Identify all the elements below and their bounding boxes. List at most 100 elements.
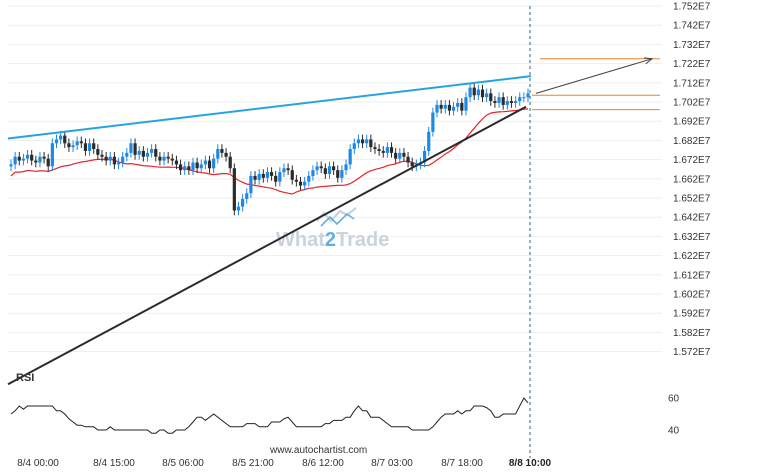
candle: [282, 163, 286, 177]
candle-body: [34, 160, 38, 163]
candle-body: [212, 158, 216, 169]
candle-body: [96, 149, 100, 155]
candle-body: [129, 143, 133, 153]
candle: [9, 159, 13, 172]
candle-body: [286, 168, 290, 171]
candle: [141, 146, 145, 162]
candle-body: [104, 156, 108, 161]
candle-body: [108, 156, 112, 161]
candle: [116, 157, 121, 170]
candle: [265, 167, 270, 183]
candle-body: [59, 135, 63, 140]
candle: [178, 159, 183, 175]
rsi-panel: 60 40: [10, 394, 680, 437]
candle: [133, 138, 137, 160]
candle-body: [323, 168, 327, 174]
candle: [21, 153, 26, 166]
candle-body: [402, 152, 406, 157]
candle-body: [410, 162, 414, 167]
candle: [278, 167, 282, 187]
candle-body: [261, 174, 265, 178]
candle-body: [497, 97, 501, 103]
price-tick-label: 1.652E7: [673, 194, 711, 205]
candle-body: [92, 143, 96, 150]
candle: [286, 163, 290, 175]
candle: [476, 84, 480, 101]
candle-body: [485, 93, 489, 98]
candle: [38, 151, 42, 168]
candle-body: [509, 101, 514, 103]
candle: [104, 151, 108, 166]
candle-body: [137, 150, 141, 155]
candle-body: [282, 168, 286, 173]
candle-body: [75, 141, 79, 146]
candle: [327, 161, 332, 179]
candle-body: [79, 141, 83, 144]
candle-body: [150, 149, 154, 153]
rsi-tick-label: 40: [668, 426, 680, 437]
candle: [480, 84, 485, 102]
candle-body: [245, 193, 249, 199]
candle-body: [480, 89, 485, 98]
candle: [389, 142, 394, 158]
candle-body: [501, 97, 505, 105]
candle: [526, 88, 530, 102]
candle: [348, 144, 352, 170]
candle: [42, 151, 46, 164]
candle: [485, 88, 489, 102]
candle: [228, 151, 232, 174]
candle: [30, 150, 34, 166]
price-tick-label: 1.672E7: [673, 155, 711, 166]
candle: [87, 138, 92, 156]
candle: [365, 134, 369, 149]
candle-body: [290, 170, 294, 180]
candle-body: [513, 101, 518, 103]
candle: [423, 146, 427, 168]
candle: [307, 171, 311, 187]
candle-body: [269, 172, 274, 176]
candle: [336, 165, 340, 183]
candle: [249, 171, 253, 198]
candle: [501, 92, 505, 110]
candle: [232, 163, 236, 216]
candle-body: [385, 147, 389, 153]
candle: [427, 126, 431, 156]
candle: [96, 144, 100, 160]
candle: [257, 169, 261, 185]
candle: [170, 153, 174, 166]
candle: [34, 155, 38, 168]
candle: [166, 151, 170, 164]
candle-body: [112, 156, 116, 165]
candle: [83, 138, 88, 156]
candle-body: [439, 104, 443, 109]
candle-body: [398, 152, 402, 159]
candle-body: [365, 139, 369, 144]
candle: [298, 176, 303, 191]
resistance-trendline: [7, 75, 532, 140]
candle-body: [464, 97, 468, 111]
candle-body: [336, 170, 340, 178]
candle-body: [352, 143, 356, 150]
candle-body: [158, 156, 162, 161]
price-tick-label: 1.582E7: [673, 328, 711, 339]
candle-body: [21, 158, 26, 161]
price-tick-label: 1.632E7: [673, 232, 711, 243]
candle: [290, 165, 294, 185]
candle-body: [394, 152, 398, 159]
candle-body: [17, 156, 21, 161]
candle-body: [174, 160, 179, 165]
candle-body: [207, 160, 212, 169]
candle-body: [472, 87, 476, 96]
candle: [303, 176, 307, 191]
candle: [360, 134, 365, 149]
candle-body: [249, 175, 253, 194]
candle-body: [265, 172, 270, 178]
candle: [522, 92, 526, 102]
candle-body: [381, 150, 385, 153]
candle-body: [195, 162, 199, 169]
candle-body: [121, 156, 125, 163]
candle: [195, 157, 199, 174]
candle-body: [451, 106, 456, 111]
candle-body: [406, 156, 410, 163]
price-tick-label: 1.752E7: [673, 2, 711, 13]
